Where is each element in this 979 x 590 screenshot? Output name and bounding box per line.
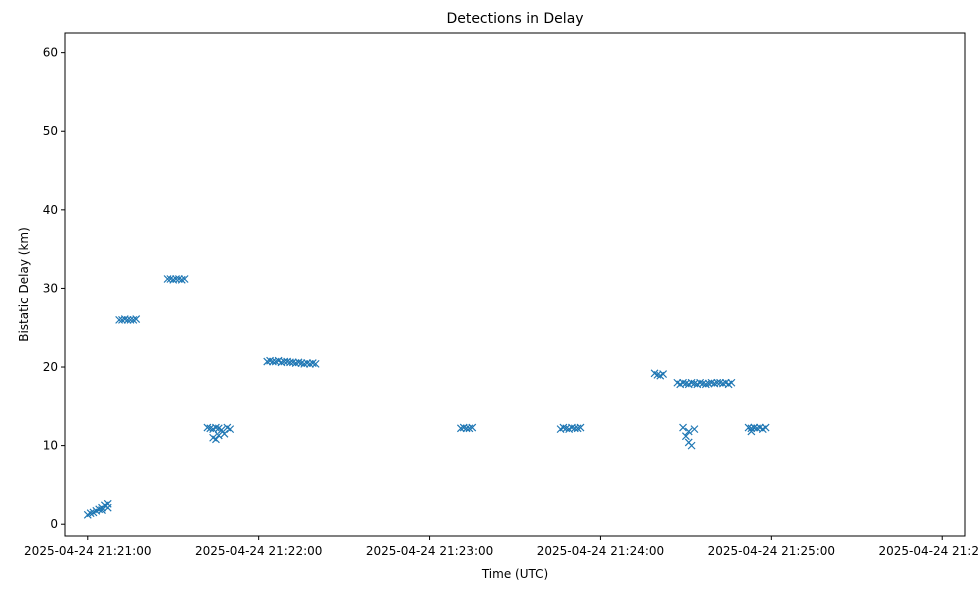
data-point (212, 435, 220, 444)
data-point (306, 359, 314, 368)
data-point (212, 423, 220, 432)
data-point (300, 359, 309, 368)
data-point (220, 429, 229, 438)
data-point (559, 423, 568, 432)
data-point (174, 275, 183, 283)
data-point (180, 275, 189, 283)
y-tick-label: 50 (43, 124, 58, 138)
data-point (687, 378, 696, 387)
chart-title: Detections in Delay (446, 11, 583, 27)
data-point (679, 378, 687, 387)
data-point (687, 441, 696, 450)
data-point (747, 424, 756, 433)
data-point (761, 423, 770, 432)
data-point (311, 359, 320, 368)
data-point (465, 424, 474, 433)
x-tick-label: 2025-04-24 21:22:00 (195, 544, 322, 558)
data-point (573, 424, 582, 433)
data-point (98, 506, 106, 514)
x-tick-label: 2025-04-24 21:23:00 (366, 544, 493, 558)
data-point (747, 427, 756, 436)
data-point (750, 423, 759, 432)
data-point (86, 509, 95, 518)
plot-frame (64, 32, 966, 537)
data-point (103, 499, 112, 508)
data-point (727, 378, 736, 387)
data-point (690, 425, 699, 434)
y-axis: 0 10 20 30 40 50 60 (43, 46, 65, 531)
data-point (456, 424, 465, 433)
data-point (291, 359, 300, 368)
data-point (699, 379, 707, 388)
data-point (226, 425, 235, 434)
data-point (132, 315, 141, 324)
data-point (214, 431, 223, 440)
data-point (294, 358, 303, 367)
data-point (177, 275, 186, 284)
data-point (103, 503, 112, 512)
data-point (681, 432, 690, 441)
data-point (744, 423, 753, 432)
y-tick-label: 10 (43, 439, 58, 453)
data-point (696, 378, 705, 387)
data-point (123, 315, 132, 324)
data-point (288, 358, 297, 367)
x-tick-label: 2025-04-24 21:24:00 (537, 544, 664, 558)
y-tick-label: 40 (43, 203, 58, 217)
data-point (659, 370, 668, 379)
data-point (684, 427, 693, 436)
x-tick-label: 2025-04-24 21:26:00 (878, 544, 979, 558)
data-point (303, 359, 312, 368)
data-point (679, 423, 687, 432)
y-tick-label: 30 (43, 281, 58, 295)
x-axis: 2025-04-24 21:21:00 2025-04-24 21:22:00 20… (24, 536, 979, 558)
y-axis-label: Bistatic Delay (km) (17, 227, 31, 342)
data-point (468, 423, 477, 432)
data-point (263, 357, 272, 366)
y-tick-label: 60 (43, 46, 58, 60)
x-tick-label: 2025-04-24 21:25:00 (708, 544, 835, 558)
data-point (701, 380, 710, 389)
data-point (297, 359, 306, 368)
data-point (217, 425, 226, 434)
data-point (707, 378, 716, 387)
y-tick-label: 20 (43, 360, 58, 374)
data-point (129, 315, 138, 324)
x-tick-label: 2025-04-24 21:21:00 (24, 544, 151, 558)
data-point (704, 379, 713, 388)
data-point (166, 275, 175, 283)
x-axis-label: Time (UTC) (481, 567, 548, 581)
data-marks (83, 275, 770, 519)
data-point (576, 423, 585, 432)
data-point (118, 315, 126, 324)
data-point (308, 359, 317, 368)
data-point (716, 378, 724, 387)
y-tick-label: 0 (50, 517, 58, 531)
data-point (203, 423, 212, 432)
